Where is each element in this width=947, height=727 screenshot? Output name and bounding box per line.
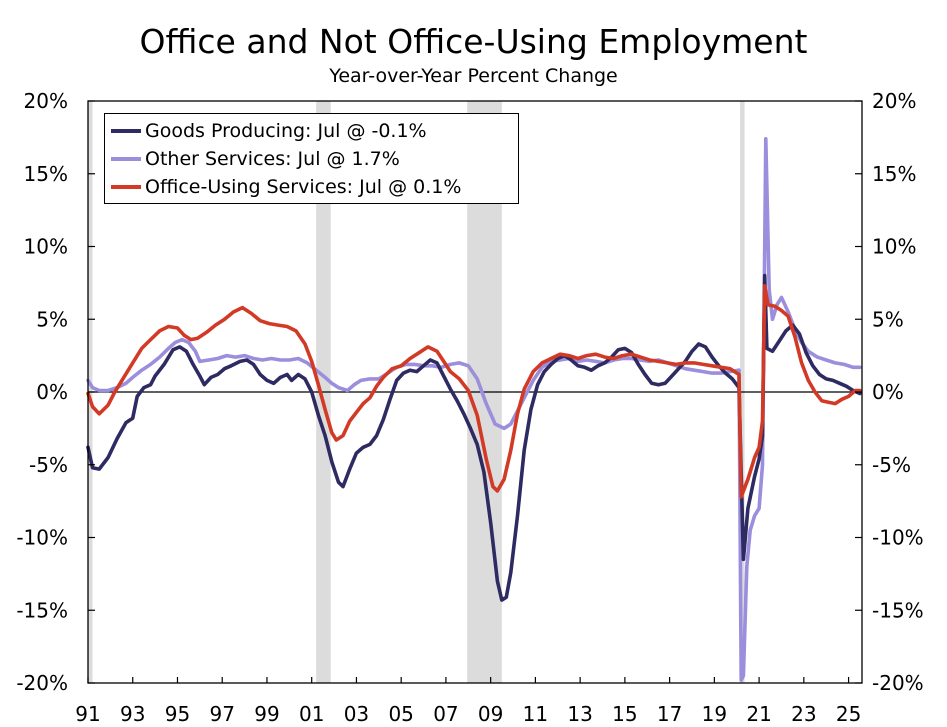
x-tick-label: 23	[791, 702, 816, 726]
legend-swatch-office-using-services	[111, 185, 141, 189]
legend-swatch-other-services	[111, 157, 141, 161]
y-tick-label-right: 15%	[872, 162, 916, 186]
y-tick-label-left: 10%	[24, 235, 68, 259]
x-tick-label: 09	[478, 702, 503, 726]
legend: Goods Producing: Jul @ -0.1% Other Servi…	[104, 113, 519, 204]
y-tick-label-left: -10%	[16, 526, 68, 550]
y-tick-label-left: 0%	[36, 380, 68, 404]
x-tick-label: 07	[433, 702, 458, 726]
legend-item-office-using-services: Office-Using Services: Jul @ 0.1%	[111, 174, 461, 200]
y-tick-label-left: -5%	[29, 453, 68, 477]
x-tick-label: 01	[299, 702, 324, 726]
x-tick-label: 95	[165, 702, 190, 726]
x-tick-label: 11	[523, 702, 548, 726]
y-tick-label-right: -15%	[872, 598, 924, 622]
x-tick-label: 21	[746, 702, 771, 726]
series-line-goods-producing	[86, 273, 862, 602]
y-tick-label-left: 20%	[24, 89, 68, 113]
y-tick-label-right: 5%	[872, 307, 904, 331]
y-tick-label-left: -15%	[16, 598, 68, 622]
x-tick-label: 13	[567, 702, 592, 726]
chart-title: Office and Not Office-Using Employment	[139, 22, 808, 61]
y-tick-label-right: 20%	[872, 89, 916, 113]
legend-label-other-services: Other Services: Jul @ 1.7%	[145, 148, 400, 170]
x-tick-label: 05	[388, 702, 413, 726]
series-group	[86, 137, 862, 682]
y-tick-label-left: 5%	[36, 307, 68, 331]
series-line-other-services	[86, 137, 862, 682]
legend-swatch-goods-producing	[111, 129, 141, 133]
y-tick-label-right: 10%	[872, 235, 916, 259]
y-tick-label-right: 0%	[872, 380, 904, 404]
y-tick-label-right: -5%	[872, 453, 911, 477]
y-tick-label-left: -20%	[16, 671, 68, 695]
x-tick-label: 19	[702, 702, 727, 726]
x-tick-label: 93	[120, 702, 145, 726]
chart-subtitle: Year-over-Year Percent Change	[329, 65, 618, 87]
x-tick-label: 97	[209, 702, 234, 726]
x-tick-label: 91	[75, 702, 100, 726]
y-tick-label-right: -10%	[872, 526, 924, 550]
y-tick-label-right: -20%	[872, 671, 924, 695]
legend-item-other-services: Other Services: Jul @ 1.7%	[111, 146, 400, 172]
x-tick-label: 25	[836, 702, 861, 726]
y-tick-label-left: 15%	[24, 162, 68, 186]
series-line-office-using-services	[86, 284, 862, 499]
x-tick-label: 17	[657, 702, 682, 726]
y-axis-group: 20% 20% 15% 15% 10% 10% 5% 5% 0% 0% -5% -5% -10% -10%…	[16, 89, 923, 695]
legend-label-office-using-services: Office-Using Services: Jul @ 0.1%	[145, 176, 462, 198]
x-axis-group: 91 93 95 97 99 01 03 05 07 09 11 13 15 17 19 21 23 25	[75, 677, 861, 726]
x-tick-label: 99	[254, 702, 279, 726]
legend-label-goods-producing: Goods Producing: Jul @ -0.1%	[145, 120, 427, 142]
legend-item-goods-producing: Goods Producing: Jul @ -0.1%	[111, 118, 427, 144]
x-tick-label: 15	[612, 702, 637, 726]
x-tick-label: 03	[344, 702, 369, 726]
